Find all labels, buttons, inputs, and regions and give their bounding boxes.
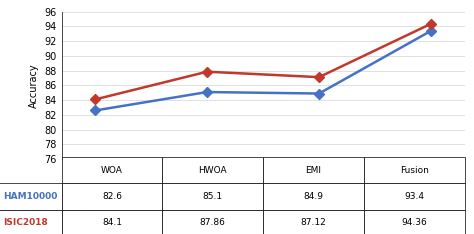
- Y-axis label: Accuracy: Accuracy: [29, 63, 39, 108]
- Line: ISIC2018: ISIC2018: [92, 20, 434, 103]
- ISIC2018: [204, 70, 210, 73]
- ISIC2018: [428, 22, 434, 25]
- Legend: HAM10000, ISIC2018: HAM10000, ISIC2018: [5, 185, 86, 213]
- HAM10000: [92, 109, 98, 112]
- HAM10000: [316, 92, 322, 95]
- HAM10000: [428, 29, 434, 32]
- ISIC2018: [316, 76, 322, 79]
- Line: HAM10000: HAM10000: [92, 27, 434, 114]
- ISIC2018: [92, 98, 98, 101]
- HAM10000: [204, 91, 210, 93]
